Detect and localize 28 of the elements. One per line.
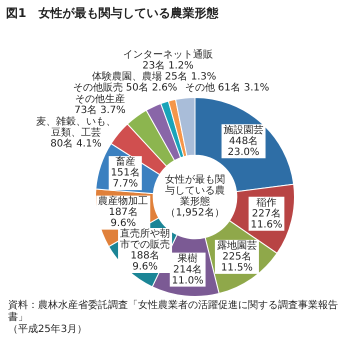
text: （1,952名） (166, 206, 224, 219)
slice-label: その他 61名 3.1% (184, 82, 270, 94)
data-label: 227名 11.6% (250, 207, 282, 230)
text: 資料：農林水産省委託調査「女性農業者の活躍促進に関する調査事業報告書」 (8, 300, 339, 324)
data-label: 80名 4.1% (50, 138, 102, 150)
slice-label: 畜産 (115, 156, 136, 168)
slice-label: その他生産 (75, 93, 125, 106)
text: （平成25年3月） (8, 324, 88, 336)
slice-label: インターネット通販 (123, 48, 213, 61)
slice-label: 麦、雑穀、いも、豆類、工芸 (36, 116, 116, 139)
data-label: 187名 9.6% (108, 206, 138, 230)
slice-label: 直売所や朝市での販売 (120, 228, 170, 251)
data-label: 214名 11.0% (172, 263, 204, 286)
slice-label: 体験農園、農場 25名 1.3% (92, 70, 216, 83)
chart-title: 図1 女性が最も関与している農業形態 (6, 5, 218, 22)
slice-label: 施設園芸 (224, 124, 264, 136)
data-label: 151名 7.7% (110, 166, 140, 190)
text: 女性が最も関与している農業形態 (165, 174, 225, 208)
data-label: 73名 3.7% (74, 104, 126, 116)
slice-label: 農産物加工 (98, 195, 148, 208)
data-label: 448名 23.0% (228, 134, 260, 158)
data-label: 23名 1.2% (142, 60, 194, 72)
data-label: 225名 11.5% (221, 250, 253, 274)
slice-label: その他販売 50名 2.6% (72, 82, 178, 94)
slice-label: 果樹 (178, 252, 198, 264)
slice-label: 稲作 (256, 197, 276, 208)
slice-label: 露地園芸 (216, 240, 257, 252)
data-label: 188名 9.6% (130, 250, 160, 273)
